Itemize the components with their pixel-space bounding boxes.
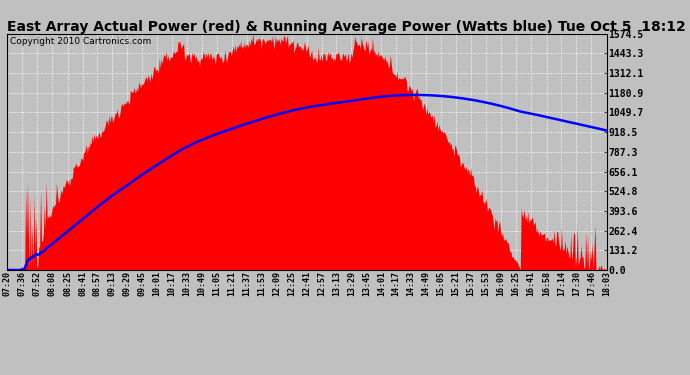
Text: Copyright 2010 Cartronics.com: Copyright 2010 Cartronics.com — [10, 37, 151, 46]
Text: East Array Actual Power (red) & Running Average Power (Watts blue) Tue Oct 5  18: East Array Actual Power (red) & Running … — [7, 20, 686, 34]
